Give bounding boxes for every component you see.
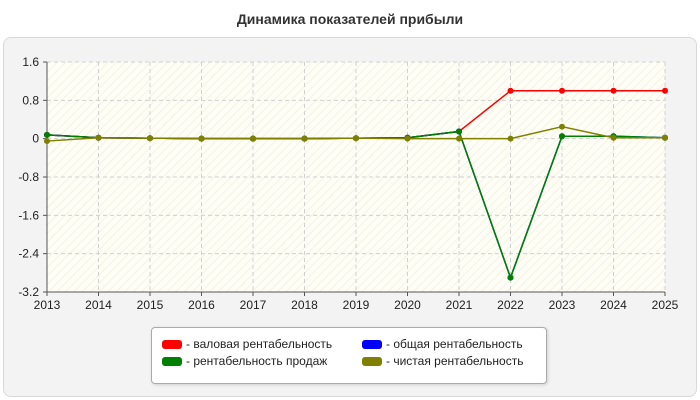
chart-legend: - валовая рентабельность - общая рентабе… xyxy=(151,327,547,384)
x-tick-label: 2025 xyxy=(652,298,679,312)
x-tick-label: 2021 xyxy=(446,298,473,312)
series-2-point xyxy=(507,274,514,281)
x-tick-label: 2015 xyxy=(137,298,164,312)
legend-swatch-total xyxy=(362,339,382,349)
x-tick-label: 2024 xyxy=(600,298,627,312)
legend-swatch-net xyxy=(362,356,382,366)
legend-item-gross: - валовая рентабельность xyxy=(162,337,332,351)
chart-title: Динамика показателей прибыли xyxy=(236,11,464,27)
x-tick-label: 2017 xyxy=(240,298,267,312)
series-3-point xyxy=(301,135,308,142)
x-tick-label: 2020 xyxy=(394,298,421,312)
y-tick-label: 0 xyxy=(32,132,39,146)
series-2-point xyxy=(456,128,462,135)
series-3-point xyxy=(507,135,514,142)
y-tick-label: 0.8 xyxy=(22,93,39,107)
legend-label-gross: - валовая рентабельность xyxy=(186,337,333,351)
x-tick-label: 2022 xyxy=(497,298,524,312)
series-3-point xyxy=(44,138,50,145)
x-tick-label: 2016 xyxy=(188,298,215,312)
legend-label-sales: - рентабельность продаж xyxy=(186,354,328,368)
series-0-point xyxy=(662,87,668,94)
series-3-point xyxy=(610,134,617,141)
y-tick-label: 1.6 xyxy=(22,55,39,69)
series-3-point xyxy=(147,135,153,142)
series-0-point xyxy=(559,87,565,94)
series-3-point xyxy=(662,134,668,141)
series-3-point xyxy=(198,135,205,142)
y-tick-label: -1.6 xyxy=(18,208,39,222)
series-3-point xyxy=(404,135,411,142)
y-tick-label: -2.4 xyxy=(18,247,39,261)
x-tick-label: 2018 xyxy=(291,298,318,312)
series-3-point xyxy=(250,135,256,142)
legend-label-net: - чистая рентабельность xyxy=(386,354,524,368)
series-0-point xyxy=(507,87,514,94)
x-tick-label: 2023 xyxy=(549,298,576,312)
legend-label-total: - общая рентабельность xyxy=(386,337,523,351)
series-3-point xyxy=(353,135,359,142)
legend-item-net: - чистая рентабельность xyxy=(362,354,523,368)
series-2-point xyxy=(44,131,50,138)
x-tick-label: 2013 xyxy=(34,298,61,312)
series-2-point xyxy=(559,133,565,140)
legend-swatch-gross xyxy=(162,339,182,349)
series-3-point xyxy=(456,135,462,142)
x-tick-label: 2014 xyxy=(85,298,112,312)
x-tick-label: 2019 xyxy=(343,298,370,312)
legend-swatch-sales xyxy=(162,356,182,366)
legend-item-sales: - рентабельность продаж xyxy=(162,354,327,368)
y-tick-label: -3.2 xyxy=(18,285,39,299)
series-3-point xyxy=(95,134,102,141)
series-0-point xyxy=(610,87,617,94)
series-3-point xyxy=(559,123,565,130)
legend-item-total: - общая рентабельность xyxy=(362,337,523,351)
y-tick-label: -0.8 xyxy=(18,170,39,184)
